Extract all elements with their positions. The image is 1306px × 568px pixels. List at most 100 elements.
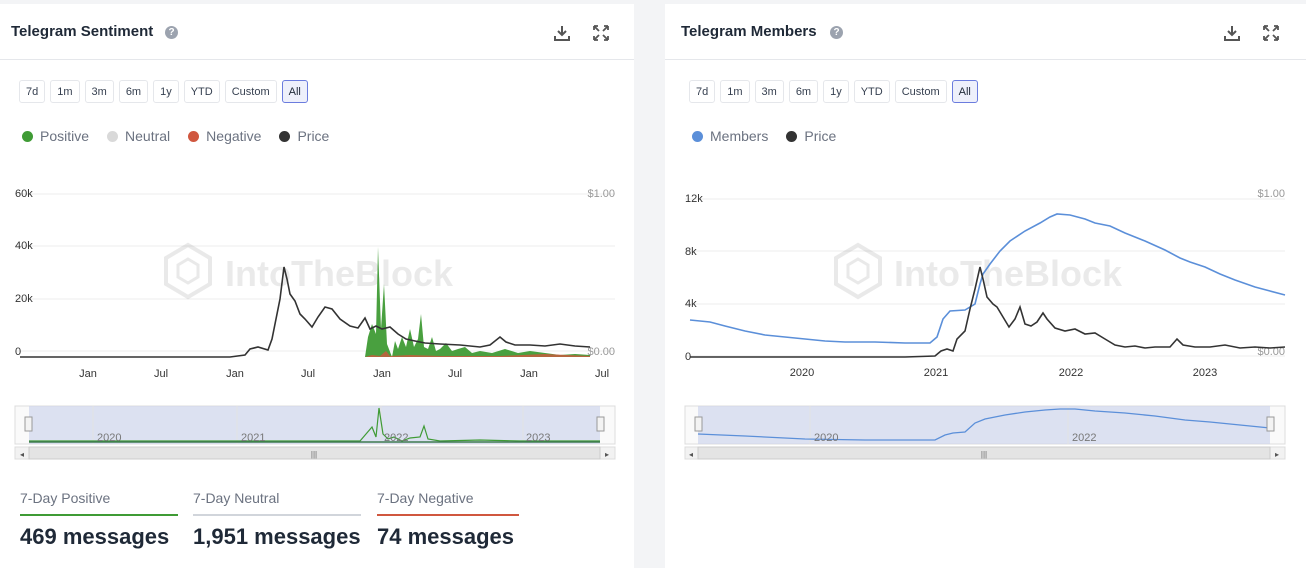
x-axis-label: Jul xyxy=(595,368,609,380)
y-axis-label: 40k xyxy=(15,240,33,252)
legend-label: Price xyxy=(804,128,837,144)
watermark-logo-icon xyxy=(164,242,212,300)
y-axis-label: 12k xyxy=(685,193,703,205)
legend-price[interactable]: Price xyxy=(279,128,329,144)
stat-value: 74 messages xyxy=(377,524,514,549)
chart-legend: Members Price xyxy=(692,128,836,144)
scroll-grip-icon[interactable]: ||| xyxy=(981,450,987,459)
x-axis-label: Jul xyxy=(301,368,315,380)
help-icon[interactable]: ? xyxy=(165,26,178,39)
telegram-members-panel: Telegram Members ? 7d 1m 3m 6m 1y YTD Cu… xyxy=(665,4,1306,568)
range-6m-button[interactable]: 6m xyxy=(788,80,819,103)
x-axis-label: 2022 xyxy=(1059,367,1083,379)
watermark-text: IntoTheBlock xyxy=(894,253,1123,294)
x-axis-label: Jul xyxy=(448,368,462,380)
panel-title: Telegram Members xyxy=(681,23,817,40)
price-axis-label: $0.00 xyxy=(1257,346,1285,358)
price-dot-icon xyxy=(786,130,798,142)
range-navigator[interactable]: 2020 2022 ◂ ▸ ||| xyxy=(684,405,1286,460)
stat-positive: 7-Day Positive 469 messages xyxy=(20,490,178,550)
navigator-year-label: 2022 xyxy=(384,432,408,444)
range-1y-button[interactable]: 1y xyxy=(153,80,179,103)
legend-label: Price xyxy=(297,128,330,144)
members-chart[interactable]: 12k 8k 4k 0 $1.00 $0.00 IntoTheBlock 202… xyxy=(665,179,1306,464)
positive-area xyxy=(365,247,590,357)
legend-neutral[interactable]: Neutral xyxy=(107,128,170,144)
y-axis-label: 4k xyxy=(685,298,697,310)
scroll-left-arrow-icon[interactable]: ◂ xyxy=(20,450,24,459)
help-icon[interactable]: ? xyxy=(830,26,843,39)
x-axis-label: Jul xyxy=(154,368,168,380)
legend-positive[interactable]: Positive xyxy=(22,128,89,144)
range-custom-button[interactable]: Custom xyxy=(894,80,947,103)
range-all-button[interactable]: All xyxy=(281,80,308,103)
legend-negative[interactable]: Negative xyxy=(188,128,261,144)
expand-icon[interactable] xyxy=(1262,24,1280,42)
telegram-sentiment-panel: Telegram Sentiment ? 7d 1m 3m 6m 1y YTD … xyxy=(0,4,634,568)
range-3m-button[interactable]: 3m xyxy=(754,80,784,103)
range-ytd-button[interactable]: YTD xyxy=(183,80,220,103)
legend-label: Positive xyxy=(40,128,90,144)
neutral-dot-icon xyxy=(107,130,119,142)
stat-label: 7-Day Neutral xyxy=(193,490,361,516)
x-axis-label: Jan xyxy=(79,368,97,380)
range-1y-button[interactable]: 1y xyxy=(823,80,849,103)
legend-price[interactable]: Price xyxy=(786,128,836,144)
range-selector: 7d 1m 3m 6m 1y YTD Custom All xyxy=(19,80,308,103)
range-1m-button[interactable]: 1m xyxy=(720,80,750,103)
positive-dot-icon xyxy=(22,130,33,142)
stat-label: 7-Day Positive xyxy=(20,490,178,516)
navigator-year-label: 2020 xyxy=(814,432,838,444)
x-axis-label: Jan xyxy=(226,368,244,380)
scroll-right-arrow-icon[interactable]: ▸ xyxy=(605,450,609,459)
range-navigator[interactable]: 2020 2021 2022 2023 ◂ ▸ ||| xyxy=(14,405,616,460)
legend-label: Negative xyxy=(206,128,262,144)
stat-negative: 7-Day Negative 74 messages xyxy=(377,490,519,550)
panel-header: Telegram Sentiment ? xyxy=(0,4,634,60)
download-icon[interactable] xyxy=(1223,24,1241,42)
range-3m-button[interactable]: 3m xyxy=(84,80,114,103)
y-axis-label: 20k xyxy=(15,293,33,305)
panel-header: Telegram Members ? xyxy=(665,4,1306,60)
range-6m-button[interactable]: 6m xyxy=(118,80,149,103)
range-custom-button[interactable]: Custom xyxy=(224,80,277,103)
download-icon[interactable] xyxy=(553,24,571,42)
negative-dot-icon xyxy=(188,130,200,142)
stat-neutral: 7-Day Neutral 1,951 messages xyxy=(193,490,361,550)
range-selector: 7d 1m 3m 6m 1y YTD Custom All xyxy=(689,80,978,103)
range-ytd-button[interactable]: YTD xyxy=(853,80,890,103)
scroll-left-arrow-icon[interactable]: ◂ xyxy=(689,450,693,459)
legend-members[interactable]: Members xyxy=(692,128,768,144)
members-line xyxy=(689,213,1286,344)
navigator-year-label: 2021 xyxy=(241,432,265,444)
price-line xyxy=(20,266,591,358)
navigator-left-handle[interactable] xyxy=(24,416,33,432)
navigator-year-label: 2023 xyxy=(526,432,550,444)
legend-label: Neutral xyxy=(125,128,171,144)
navigator-right-handle[interactable] xyxy=(596,416,605,432)
y-axis-label: 60k xyxy=(15,188,33,200)
scroll-right-arrow-icon[interactable]: ▸ xyxy=(1275,450,1279,459)
scroll-grip-icon[interactable]: ||| xyxy=(311,450,317,459)
price-line xyxy=(690,266,1286,358)
range-7d-button[interactable]: 7d xyxy=(19,80,46,103)
negative-area xyxy=(365,351,590,357)
legend-label: Members xyxy=(710,128,769,144)
y-axis-label: 8k xyxy=(685,246,697,258)
x-axis-label: 2020 xyxy=(790,367,814,379)
price-dot-icon xyxy=(279,130,291,142)
panel-title: Telegram Sentiment xyxy=(11,23,154,40)
range-all-button[interactable]: All xyxy=(951,80,978,103)
range-7d-button[interactable]: 7d xyxy=(689,80,716,103)
y-axis-label: 0 xyxy=(685,351,691,363)
x-axis-label: 2021 xyxy=(924,367,948,379)
expand-icon[interactable] xyxy=(592,24,610,42)
range-1m-button[interactable]: 1m xyxy=(50,80,80,103)
price-axis-label: $1.00 xyxy=(1257,188,1285,200)
navigator-right-handle[interactable] xyxy=(1266,416,1275,432)
stat-label: 7-Day Negative xyxy=(377,490,519,516)
navigator-year-label: 2020 xyxy=(97,432,121,444)
sentiment-chart[interactable]: 60k 40k 20k 0 $1.00 $0.00 IntoTheBlock J… xyxy=(0,179,634,464)
chart-legend: Positive Neutral Negative Price xyxy=(22,128,329,144)
navigator-left-handle[interactable] xyxy=(694,416,703,432)
